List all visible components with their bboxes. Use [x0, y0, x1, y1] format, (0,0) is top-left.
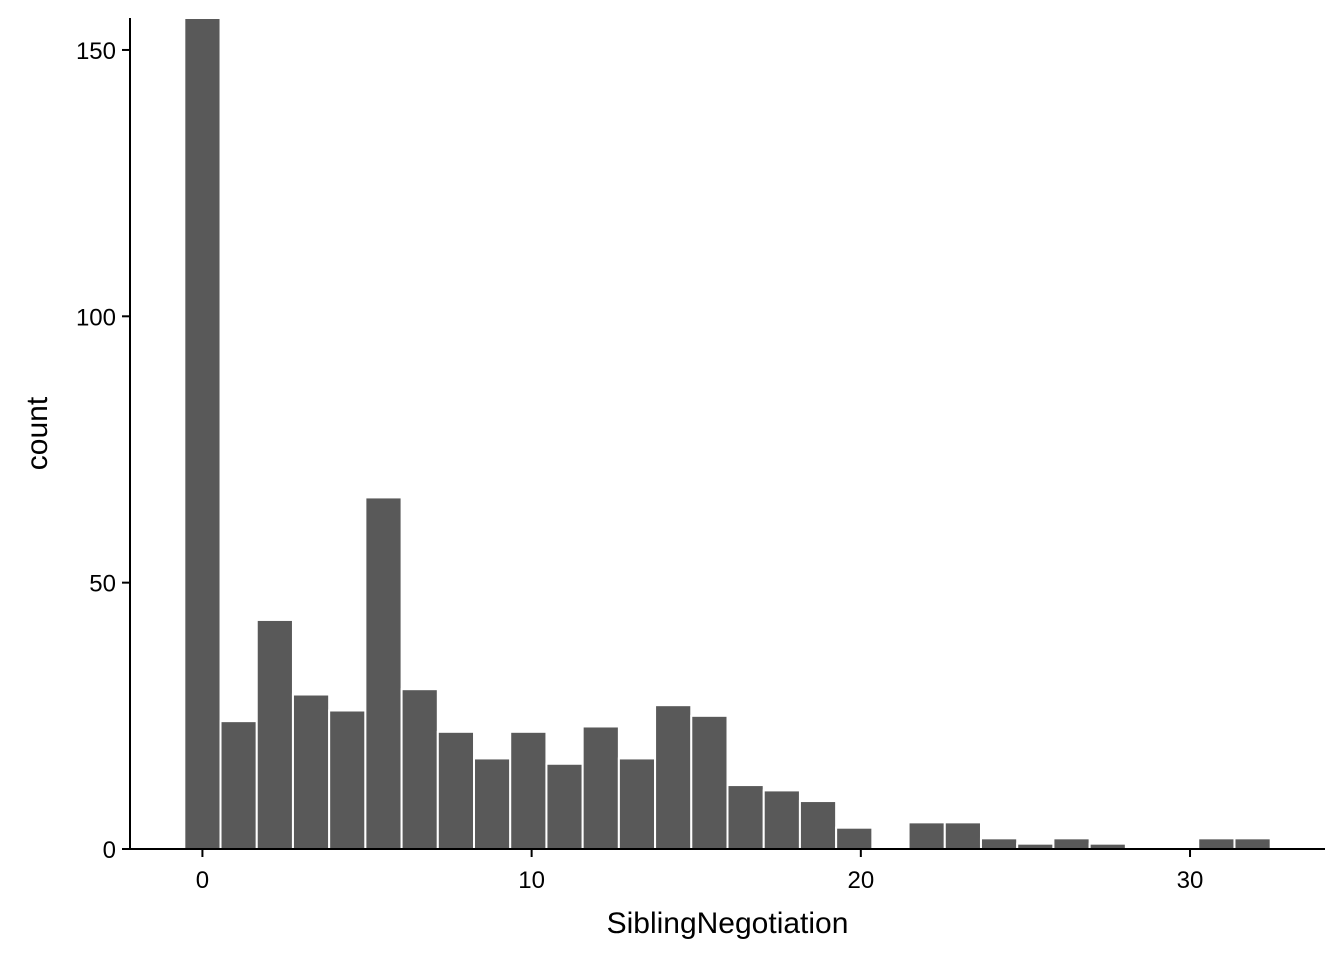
y-tick-label: 100 — [76, 304, 116, 331]
histogram-bar — [654, 704, 693, 851]
x-tick-label: 0 — [196, 867, 209, 894]
histogram-bar — [255, 618, 294, 851]
histogram-bar — [762, 789, 801, 851]
histogram-bar — [509, 730, 548, 850]
histogram-bar — [581, 725, 620, 851]
histogram-bar — [690, 714, 729, 850]
histogram-bar — [328, 709, 367, 850]
y-axis-ticks: 0 50 100 150 — [76, 38, 130, 864]
histogram-bar — [183, 17, 222, 850]
histogram-bar — [436, 730, 476, 850]
y-tick-label: 50 — [89, 571, 116, 598]
x-axis-ticks: 0 10 20 30 — [196, 849, 1204, 894]
y-tick-label: 0 — [103, 837, 116, 864]
histogram-bar — [798, 800, 838, 850]
histogram-bar — [1233, 837, 1272, 850]
histogram-bar — [907, 821, 946, 850]
histogram-bar — [291, 693, 331, 850]
y-tick-label: 150 — [76, 38, 116, 65]
histogram-bar — [219, 720, 258, 851]
histogram-bar — [726, 784, 765, 850]
y-axis-title: count — [21, 396, 54, 470]
histogram-bar — [617, 757, 657, 851]
x-tick-label: 20 — [847, 867, 874, 894]
histogram-bar — [979, 837, 1019, 850]
histogram-bar — [400, 688, 439, 851]
histogram-bar — [364, 496, 403, 850]
x-axis-title: SiblingNegotiation — [607, 907, 849, 940]
bars-group — [183, 17, 1272, 851]
histogram-bar — [1052, 837, 1091, 850]
histogram-bar — [943, 821, 982, 850]
histogram-bar — [835, 826, 874, 851]
histogram-bar — [473, 757, 512, 851]
histogram-bar — [1197, 837, 1236, 850]
x-tick-label: 30 — [1177, 867, 1204, 894]
x-tick-label: 10 — [518, 867, 545, 894]
histogram-bar — [545, 762, 584, 850]
